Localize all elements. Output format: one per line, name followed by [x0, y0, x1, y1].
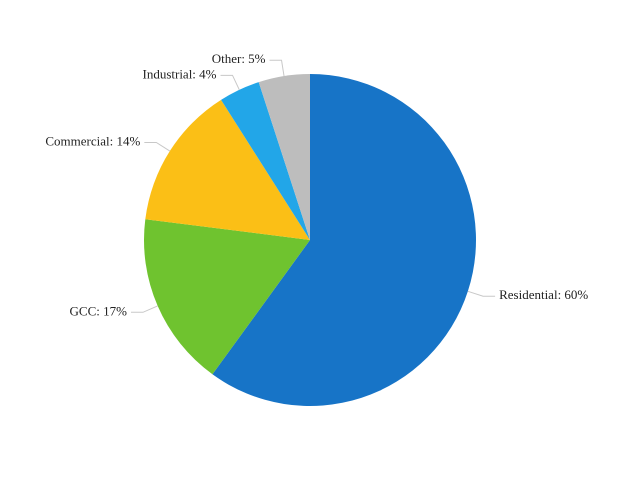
- leader-line-industrial: [220, 74, 240, 91]
- slice-label-gcc: GCC: 17%: [70, 303, 128, 318]
- slice-residential: [212, 74, 476, 406]
- slices-layer: [144, 74, 476, 406]
- slice-other: [258, 74, 310, 240]
- slice-label-residential: Residential: 60%: [499, 287, 588, 302]
- slice-label-other: Other: 5%: [212, 51, 266, 66]
- leader-lines-layer: [130, 59, 496, 313]
- slice-label-commercial: Commercial: 14%: [45, 133, 140, 148]
- leader-line-commercial: [144, 141, 171, 152]
- labels-layer: Residential: 60% GCC: 17% Commercial: 14% I…: [45, 51, 588, 318]
- slice-commercial: [145, 99, 310, 240]
- slice-label-industrial: Industrial: 4%: [142, 66, 216, 81]
- leader-line-residential: [467, 290, 496, 297]
- slice-industrial: [221, 82, 310, 241]
- leader-line-gcc: [130, 305, 158, 313]
- slice-gcc: [144, 219, 310, 375]
- leader-line-other: [269, 59, 285, 77]
